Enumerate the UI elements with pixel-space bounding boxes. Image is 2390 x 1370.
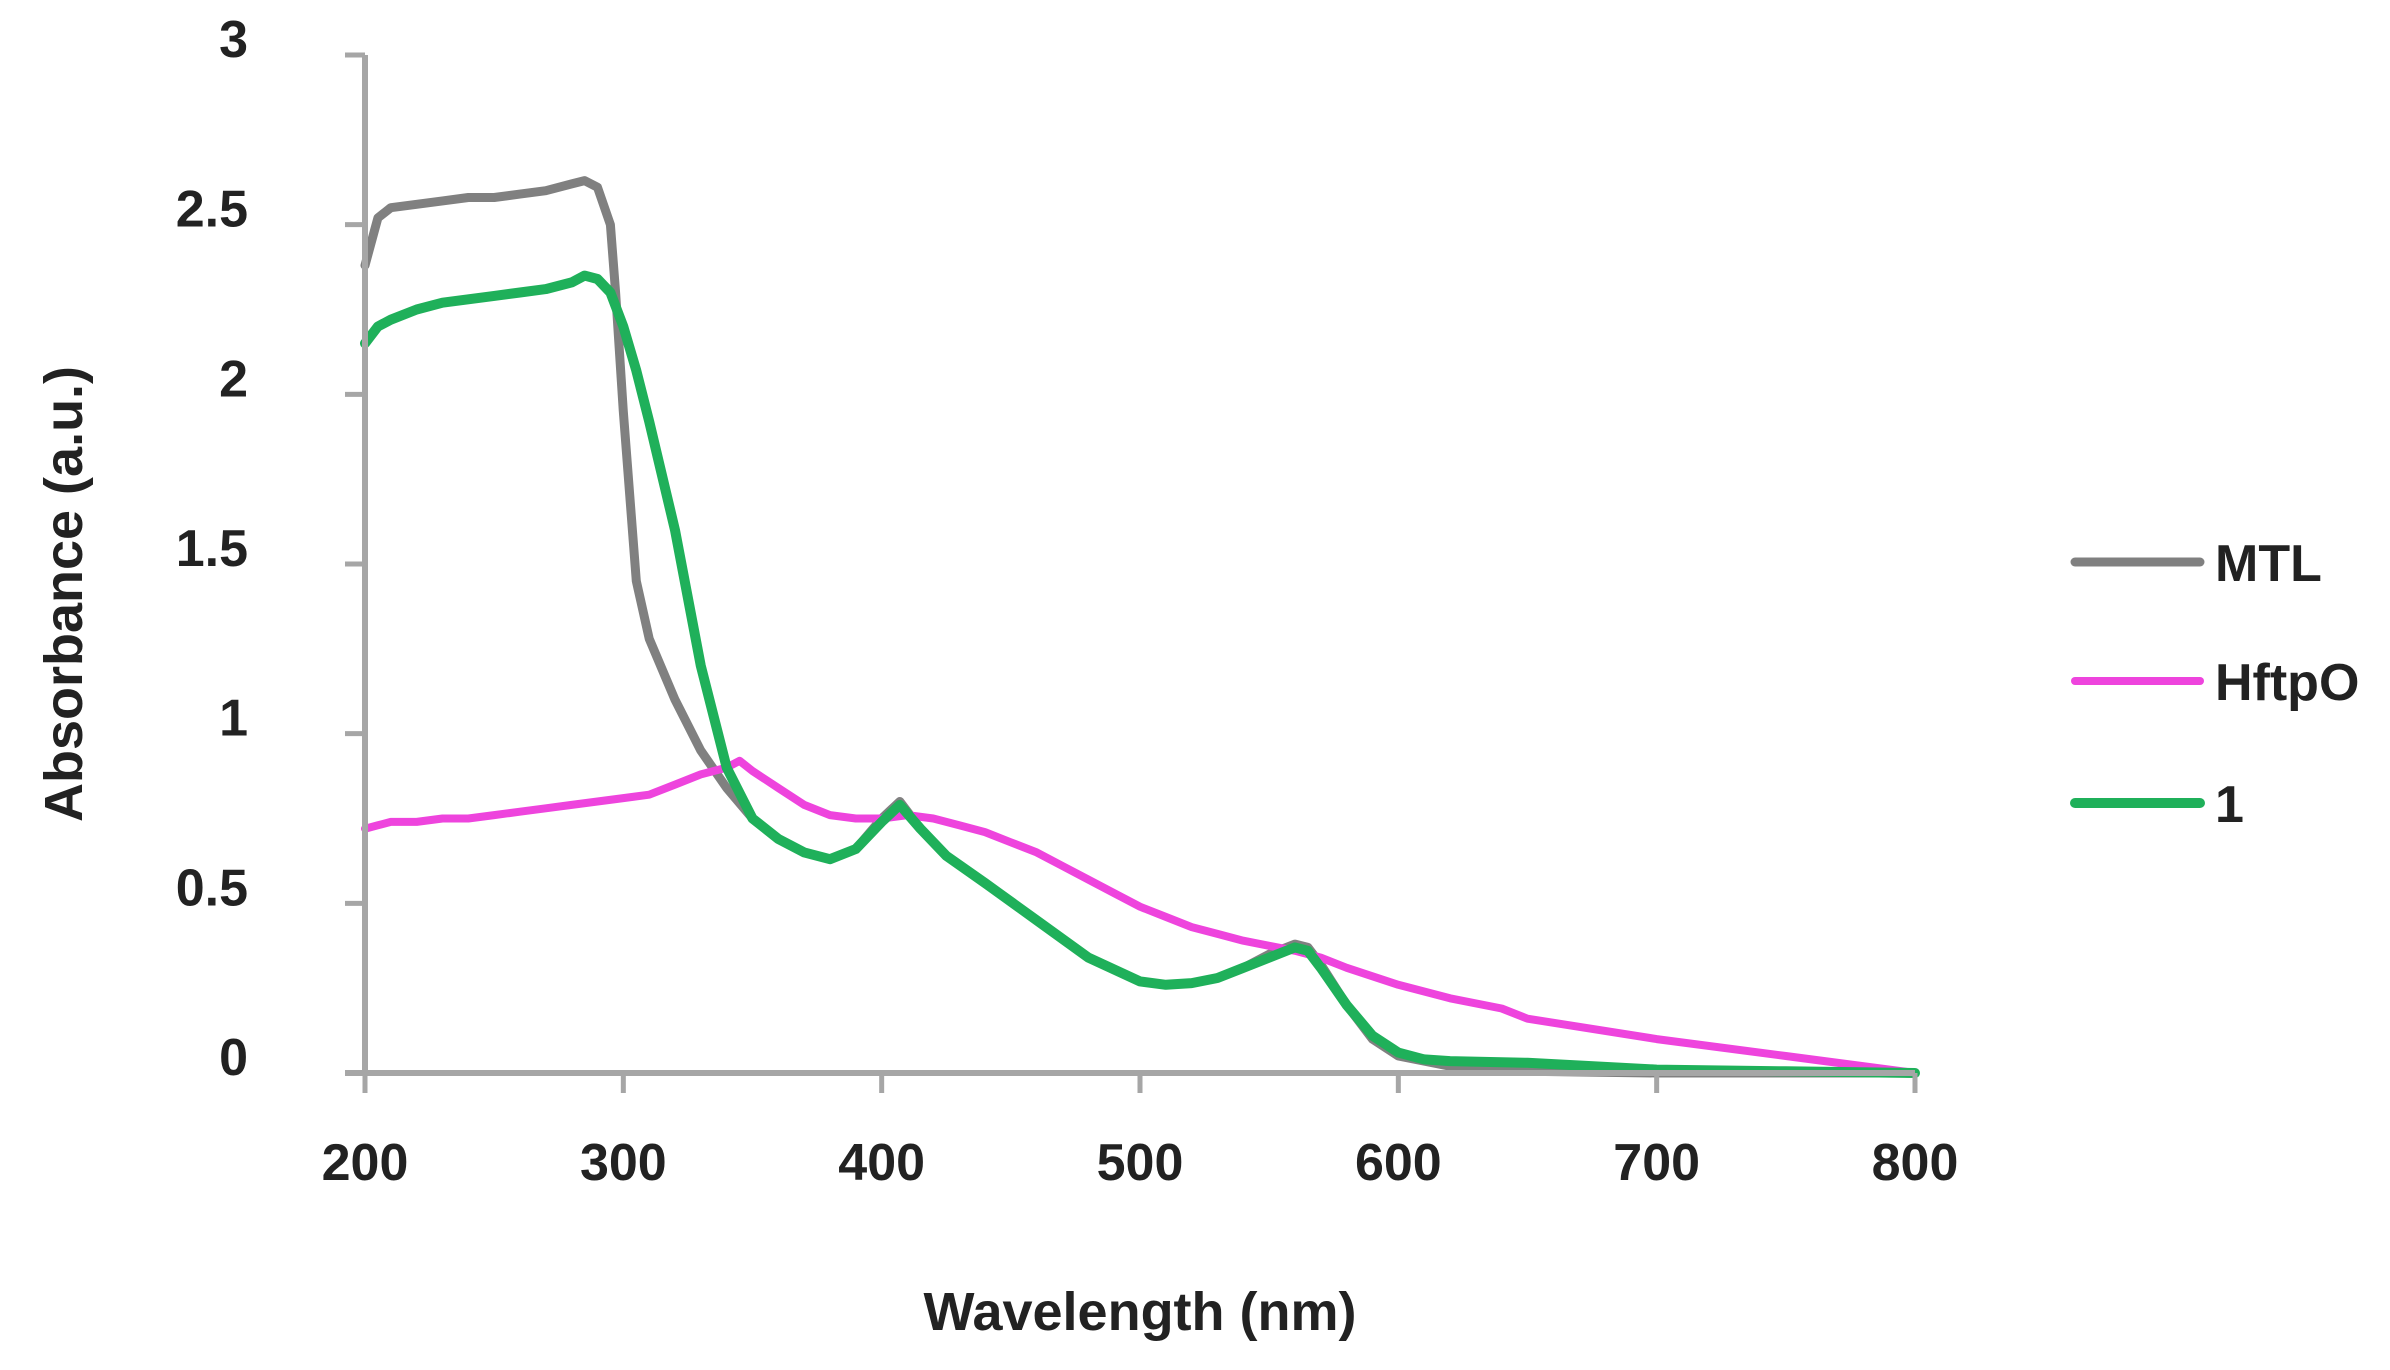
y-tick-label: 0.5 xyxy=(176,859,248,917)
legend: MTL HftpO 1 xyxy=(2070,535,2359,834)
y-tick-label: 0 xyxy=(219,1029,248,1087)
x-tick-label: 500 xyxy=(1097,1134,1184,1192)
x-tick-label: 700 xyxy=(1613,1134,1700,1192)
y-tick-label: 2.5 xyxy=(176,181,248,239)
legend-label: MTL xyxy=(2215,535,2322,593)
x-tick-label: 300 xyxy=(580,1134,667,1192)
axis-layer xyxy=(345,52,1918,1093)
label-layer: 0 0.5 1 1.5 2 2.5 3 200 300 400 500 600 700 800 xyxy=(176,11,1959,1192)
y-tick-label: 1 xyxy=(219,690,248,748)
series-line-hftpo xyxy=(361,756,1919,1077)
x-tick-label: 200 xyxy=(322,1134,409,1192)
y-tick-label: 2 xyxy=(219,350,248,408)
y-axis-title: Absorbance (a.u.) xyxy=(34,366,94,822)
x-tick-label: 400 xyxy=(838,1134,925,1192)
y-tick-label: 1.5 xyxy=(176,520,248,578)
series-layer xyxy=(360,176,1920,1078)
legend-label: 1 xyxy=(2215,776,2244,834)
y-tick-label: 3 xyxy=(219,11,248,69)
series-line-1 xyxy=(360,270,1920,1078)
legend-label: HftpO xyxy=(2215,654,2359,712)
x-tick-label: 600 xyxy=(1355,1134,1442,1192)
x-tick-label: 800 xyxy=(1872,1134,1959,1192)
x-axis-title: Wavelength (nm) xyxy=(923,1282,1356,1342)
